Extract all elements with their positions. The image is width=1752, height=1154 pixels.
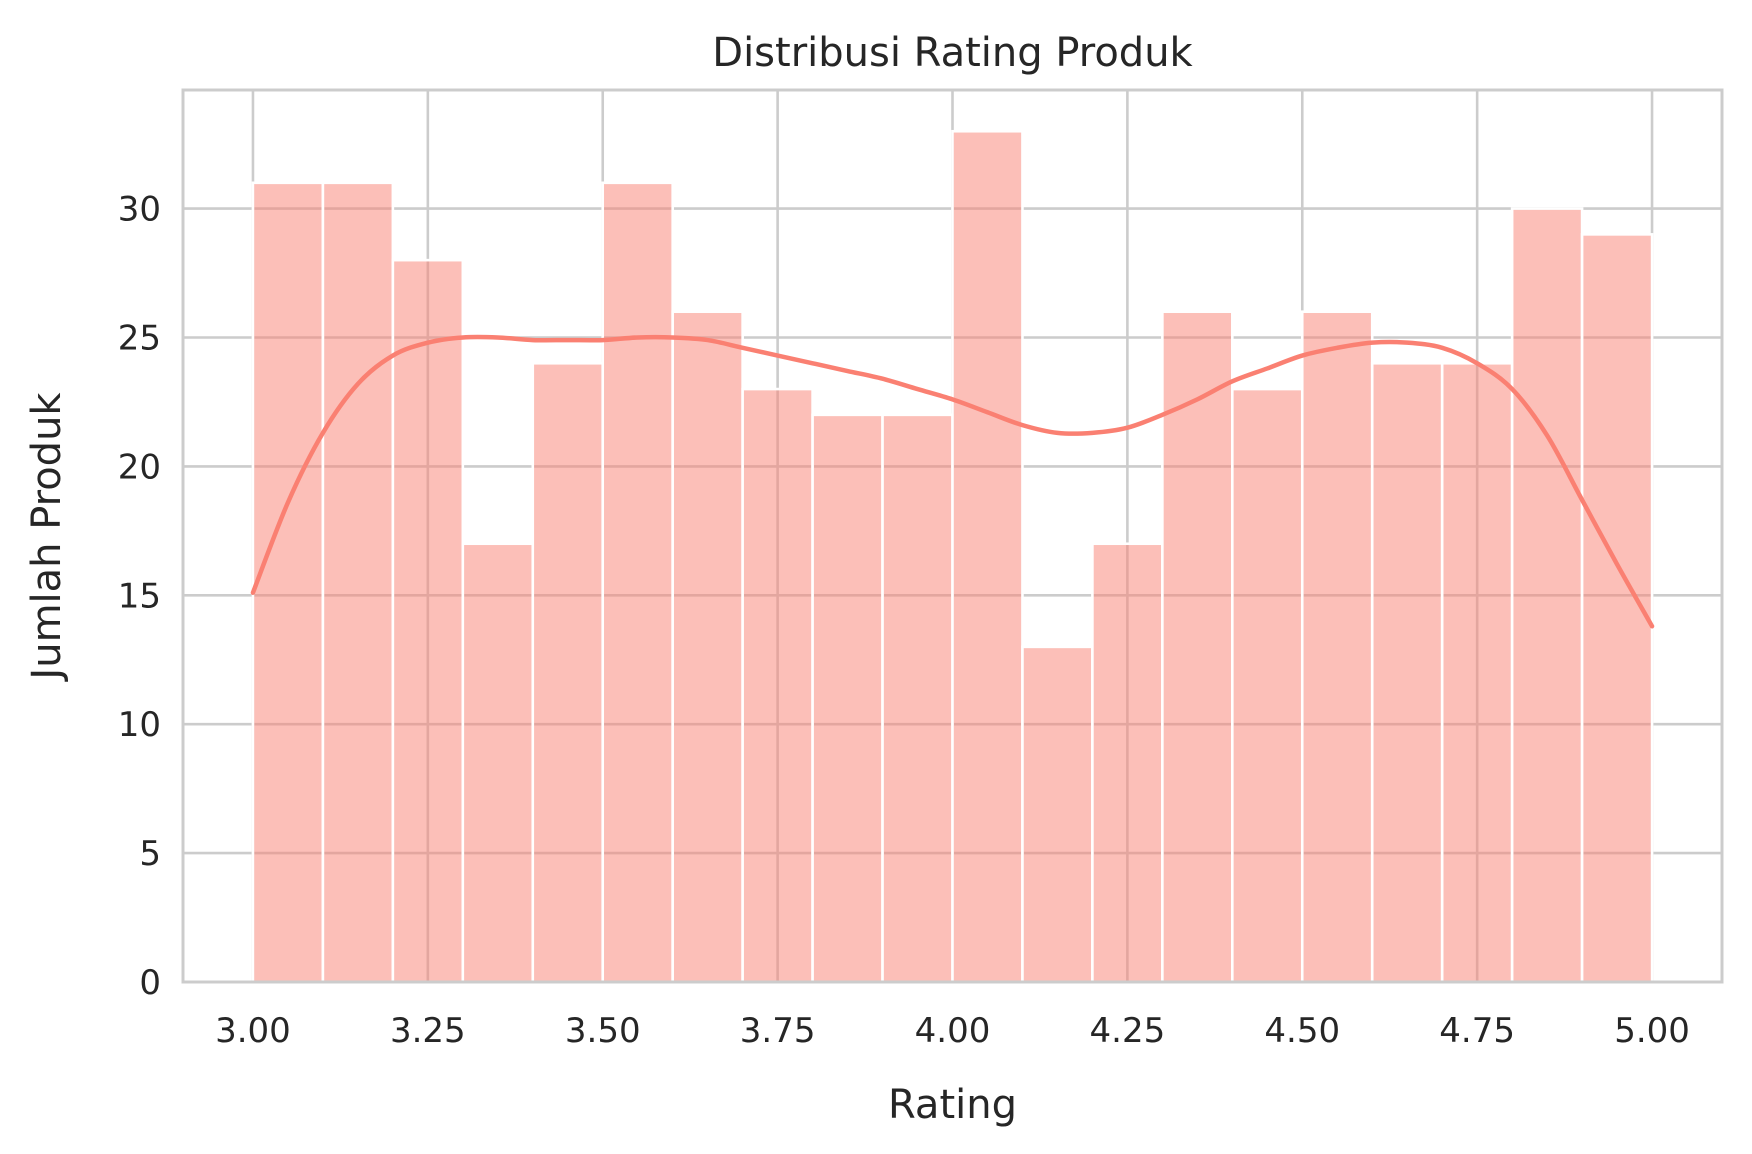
histogram-bar	[251, 181, 325, 984]
x-tick-label: 4.75	[1439, 1011, 1515, 1051]
histogram-bars	[251, 129, 1654, 984]
histogram-bar	[1510, 207, 1584, 984]
histogram-bar	[951, 129, 1024, 984]
y-tick-label: 0	[139, 963, 161, 1003]
y-tick-label: 10	[118, 705, 161, 745]
histogram-bar	[1370, 361, 1444, 984]
x-tick-label: 4.25	[1090, 1011, 1166, 1051]
histogram-bar	[461, 542, 535, 984]
y-axis-label: Jumlah Produk	[24, 392, 70, 683]
kde-curve	[250, 334, 1655, 629]
x-tick-label: 4.50	[1264, 1011, 1340, 1051]
histogram-bar	[881, 413, 954, 984]
histogram-bar	[531, 361, 605, 984]
y-tick-label: 20	[118, 447, 161, 487]
x-axis-label: Rating	[888, 1082, 1017, 1128]
histogram-bar	[811, 413, 884, 984]
histogram-bar	[601, 181, 674, 984]
histogram-bar	[391, 258, 465, 984]
histogram-bar	[1300, 310, 1374, 984]
y-tick-label: 15	[118, 576, 161, 616]
histogram-bar	[1021, 645, 1094, 984]
histogram-bar	[671, 310, 744, 984]
x-tick-label: 3.50	[565, 1011, 641, 1051]
histogram-bar	[1231, 387, 1304, 984]
histogram-bar	[321, 181, 395, 984]
histogram-bar	[1091, 542, 1164, 984]
x-tick-label: 5.00	[1614, 1011, 1690, 1051]
histogram-bar	[741, 387, 814, 984]
x-tick-label: 3.75	[740, 1011, 816, 1051]
x-tick-label: 3.25	[390, 1011, 466, 1051]
histogram-bar	[1440, 361, 1514, 984]
chart-title: Distribusi Rating Produk	[712, 30, 1193, 76]
x-tick-label: 3.00	[215, 1011, 291, 1051]
y-tick-label: 30	[118, 190, 161, 230]
y-tick-label: 5	[139, 834, 161, 874]
plot-frame	[181, 88, 1724, 984]
y-tick-label: 25	[118, 318, 161, 358]
tick-labels: 3.00 3.25 3.50 3.75 4.00 4.25 4.50 4.75 5.00 0 5 10…	[118, 190, 1690, 1051]
x-tick-label: 4.00	[915, 1011, 991, 1051]
